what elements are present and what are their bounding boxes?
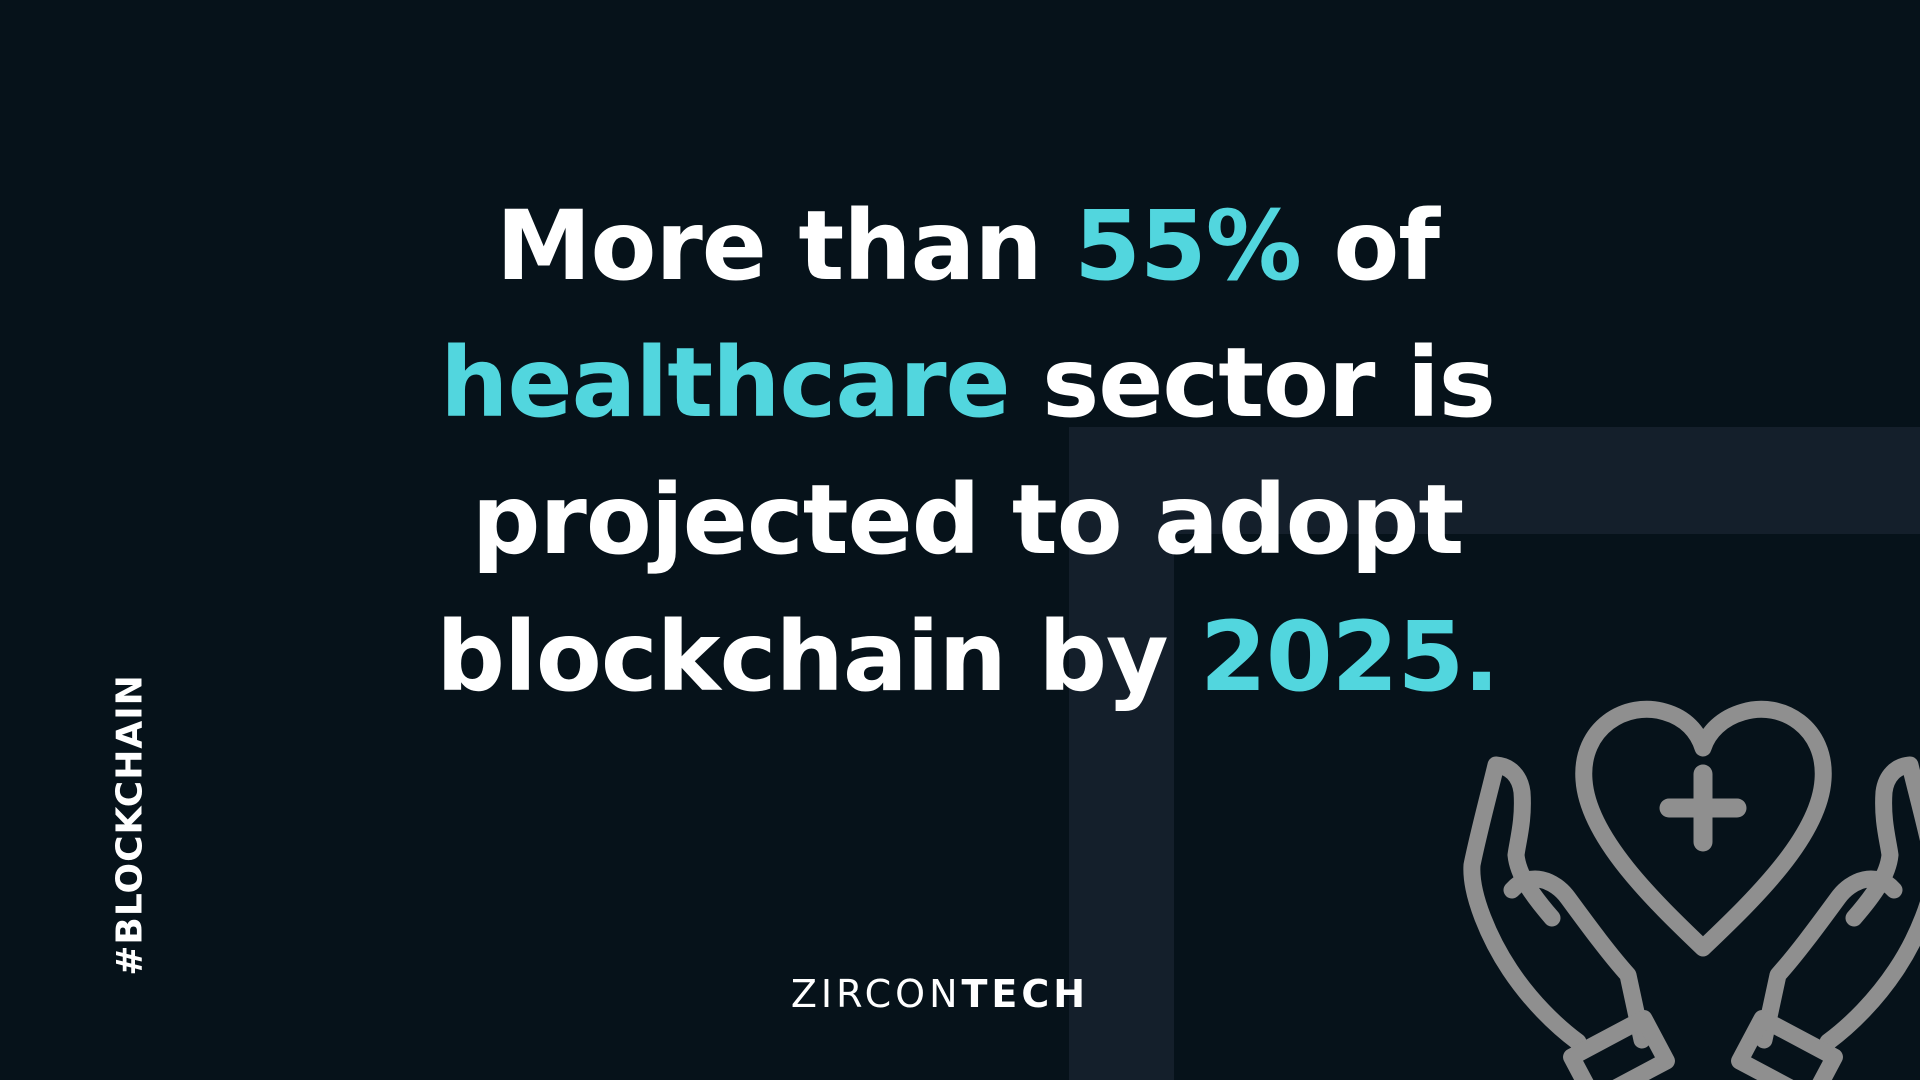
hashtag-label: #BLOCKCHAIN xyxy=(109,674,151,976)
headline-highlight-sector: healthcare xyxy=(440,327,1011,439)
brand-logo: ZIRCONTECH xyxy=(0,972,1880,1016)
heart-outline xyxy=(1575,700,1832,957)
brand-name-bold: TECH xyxy=(961,972,1090,1016)
left-hand xyxy=(1463,756,1651,1051)
headline-highlight-year: 2025. xyxy=(1200,601,1500,713)
headline-line-2: healthcare sector is xyxy=(0,315,1920,452)
hands-holding-heart-icon xyxy=(1460,670,1920,1080)
medical-cross xyxy=(1659,764,1747,852)
headline-text: blockchain by xyxy=(436,601,1201,713)
headline-text: sector is xyxy=(1009,327,1496,439)
right-cuff xyxy=(1731,1010,1843,1080)
background-panel-vertical xyxy=(1069,534,1174,1080)
headline-line-3: projected to adopt xyxy=(0,452,1920,589)
background-panel-horizontal xyxy=(1069,427,1920,534)
headline-highlight-percent: 55% xyxy=(1074,190,1302,302)
headline-text: projected to adopt xyxy=(471,464,1464,576)
left-cuff xyxy=(1563,1010,1675,1080)
right-hand xyxy=(1755,756,1920,1051)
headline-line-1: More than 55% of xyxy=(0,178,1920,315)
headline-text: More than xyxy=(495,190,1075,302)
headline-text: of xyxy=(1300,190,1440,302)
headline: More than 55% of healthcare sector is pr… xyxy=(0,178,1920,726)
brand-name-light: ZIRCON xyxy=(790,972,962,1016)
headline-line-4: blockchain by 2025. xyxy=(0,589,1920,726)
